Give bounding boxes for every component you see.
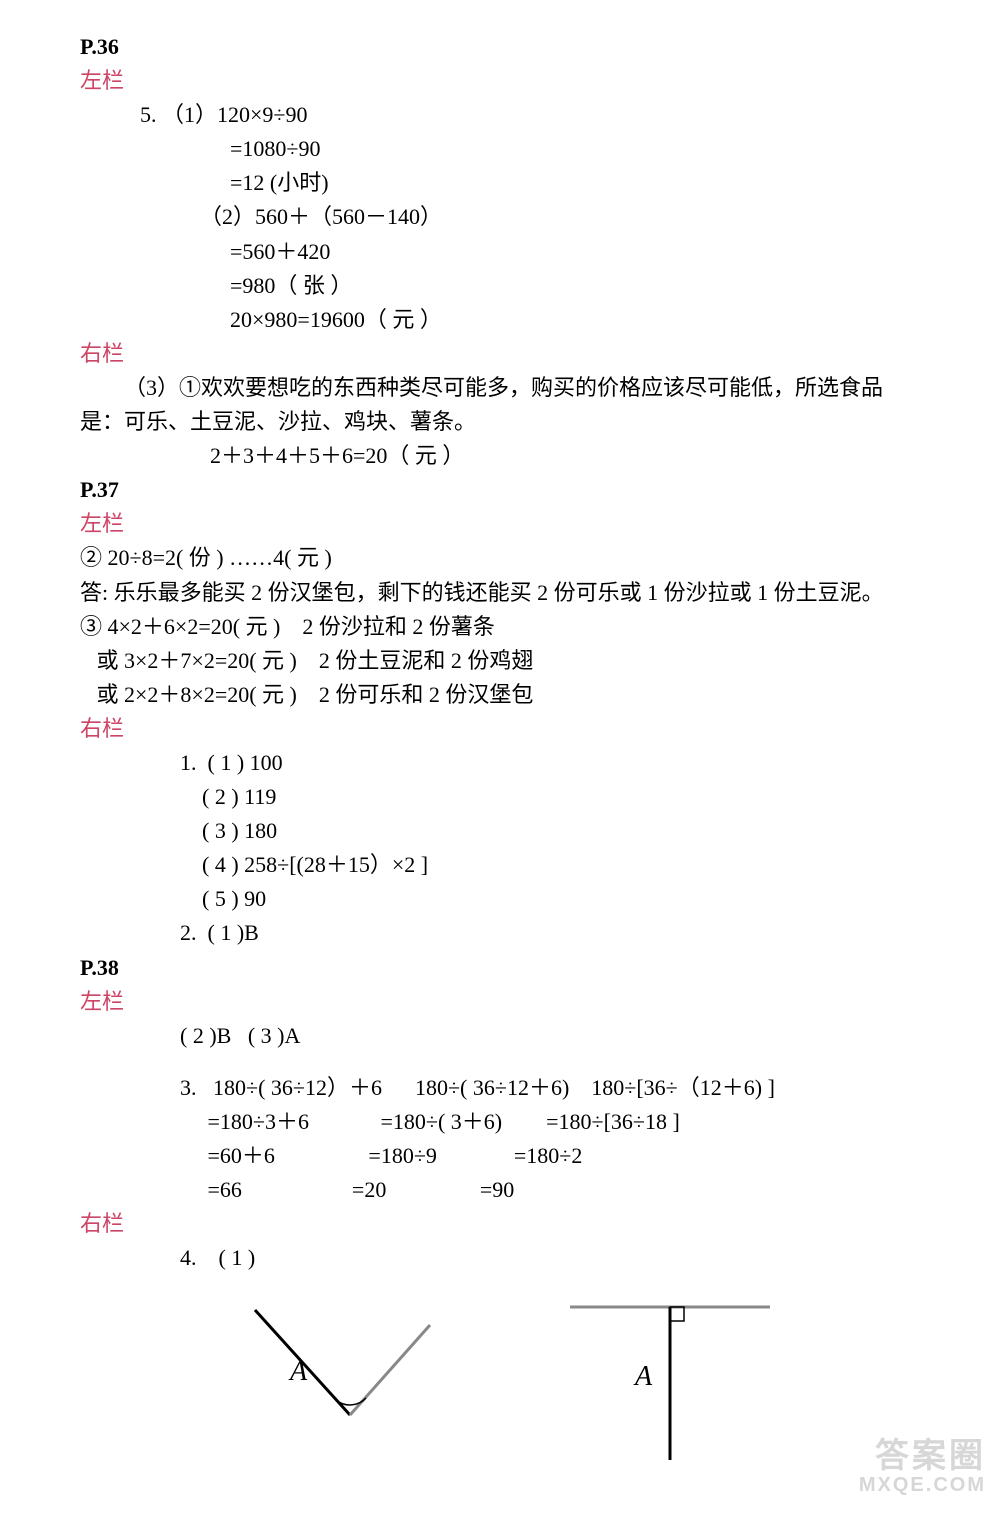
page-label-36: P.36 xyxy=(80,30,920,64)
page-label-37: P.37 xyxy=(80,473,920,507)
left-col-label: 左栏 xyxy=(80,64,920,98)
right-col-label: 右栏 xyxy=(80,1207,920,1241)
p36-line: =560＋420 xyxy=(80,235,920,269)
p36-right-line: 2＋3＋4＋5＋6=20（ 元 ） xyxy=(80,439,920,473)
figure-label-a: A xyxy=(288,1356,308,1387)
figure-label-a: A xyxy=(633,1361,653,1392)
page-label-38: P.38 xyxy=(80,951,920,985)
p38-q3-row: =66 =20 =90 xyxy=(80,1173,920,1207)
p36-line: （2）560＋（560－140） xyxy=(80,200,920,234)
p36-line: =12 (小时) xyxy=(80,166,920,200)
angle-figure-2: A xyxy=(560,1285,780,1465)
document-page: P.36 左栏 5. （1）120×9÷90 =1080÷90 =12 (小时)… xyxy=(0,0,1000,1525)
right-col-label: 右栏 xyxy=(80,337,920,371)
p37-right-line: ( 3 ) 180 xyxy=(80,814,920,848)
p37-right-line: 1. ( 1 ) 100 xyxy=(80,746,920,780)
p37-line: 答: 乐乐最多能买 2 份汉堡包，剩下的钱还能买 2 份可乐或 1 份沙拉或 1… xyxy=(80,576,920,610)
p36-line: =980（ 张 ） xyxy=(80,269,920,303)
p38-q4: 4. ( 1 ) xyxy=(80,1241,920,1275)
left-col-label: 左栏 xyxy=(80,985,920,1019)
left-col-label: 左栏 xyxy=(80,507,920,541)
spacer xyxy=(80,1053,920,1071)
p37-line: 或 2×2＋8×2=20( 元 ) 2 份可乐和 2 份汉堡包 xyxy=(80,678,920,712)
p36-line: 20×980=19600（ 元 ） xyxy=(80,303,920,337)
p37-right-line: ( 4 ) 258÷[(28＋15）×2 ] xyxy=(80,848,920,882)
p38-q3-row: =60＋6 =180÷9 =180÷2 xyxy=(80,1139,920,1173)
p36-right-text: （3）①欢欢要想吃的东西种类尽可能多，购买的价格应该尽可能低，所选食品是：可乐、… xyxy=(80,371,920,439)
p37-line: ② 20÷8=2( 份 ) ……4( 元 ) xyxy=(80,541,920,575)
angle-figure-1: A xyxy=(220,1285,440,1455)
right-col-label: 右栏 xyxy=(80,712,920,746)
figure-row: A A xyxy=(80,1285,920,1465)
p37-right-line: 2. ( 1 )B xyxy=(80,916,920,950)
p36-line: =1080÷90 xyxy=(80,132,920,166)
p38-q3-row: =180÷3＋6 =180÷( 3＋6) =180÷[36÷18 ] xyxy=(80,1105,920,1139)
p37-line: 或 3×2＋7×2=20( 元 ) 2 份土豆泥和 2 份鸡翅 xyxy=(80,644,920,678)
p37-line: ③ 4×2＋6×2=20( 元 ) 2 份沙拉和 2 份薯条 xyxy=(80,610,920,644)
p36-line: 5. （1）120×9÷90 xyxy=(80,98,920,132)
p38-q3-head: 3. 180÷( 36÷12）＋6 180÷( 36÷12＋6) 180÷[36… xyxy=(80,1071,920,1105)
p37-right-line: ( 2 ) 119 xyxy=(80,780,920,814)
p37-right-line: ( 5 ) 90 xyxy=(80,882,920,916)
p38-line: ( 2 )B ( 3 )A xyxy=(80,1019,920,1053)
